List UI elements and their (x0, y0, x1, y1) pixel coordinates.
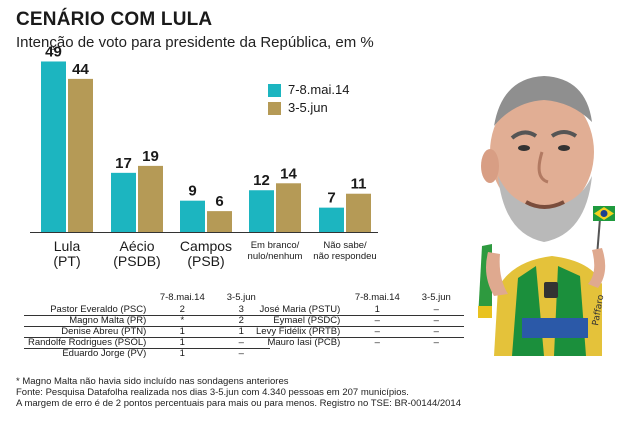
data-label: 17 (115, 155, 132, 172)
data-label: 44 (72, 61, 89, 78)
chart-title: CENÁRIO COM LULA (16, 9, 213, 30)
minor-candidates-table-left: 7-8.mai.14 3-5.jun Pastor Everaldo (PSC)… (24, 291, 271, 360)
value-mai: 1 (179, 348, 185, 359)
value-mai: – (346, 315, 409, 327)
category-label: (PSDB) (113, 253, 160, 269)
footnote-margin: A margem de erro é de 2 pontos percentua… (16, 398, 461, 409)
value-mai: – (374, 337, 380, 348)
category-label: Em branco/ (251, 240, 300, 251)
value-jun: – (433, 337, 439, 348)
bar-series-1 (111, 172, 136, 232)
bar-series-1 (41, 61, 66, 233)
value-mai: 1 (152, 337, 213, 349)
column-header-jun: 3-5.jun (226, 291, 256, 303)
footnotes: * Magno Malta não havia sido incluído na… (16, 376, 461, 409)
table-row: Magno Malta (PR) * 2 (24, 315, 271, 327)
bar-chart: 49 17 9 12 7 44 19 6 14 11 Lula(PT) Aécio(PSDB) Camp… (30, 43, 378, 269)
value-mai: 1 (152, 326, 213, 338)
value-jun: – (408, 305, 465, 316)
table-row: Levy Fidélix (PRTB) – – (252, 326, 465, 338)
value-mai: – (346, 326, 409, 338)
data-label: 11 (351, 176, 367, 193)
table-header-row: 7-8.mai.14 3-5.jun (24, 291, 270, 305)
candidate-name: Denise Abreu (PTN) (24, 326, 153, 338)
value-jun: – (212, 337, 271, 349)
bar-series-2 (346, 193, 371, 232)
value-mai: 1 (346, 305, 409, 316)
bar-series-1 (180, 200, 205, 232)
candidate-name: Magno Malta (PR) (24, 315, 153, 327)
value-jun: 3 (212, 305, 271, 316)
category-label: Lula (54, 238, 81, 254)
table-row: Denise Abreu (PTN) 1 1 (24, 326, 271, 338)
table-row: Randolfe Rodrigues (PSOL) 1– (24, 337, 271, 349)
column-header-mai: 7-8.mai.14 (354, 291, 400, 303)
candidate-name: Mauro Iasi (PCB) (267, 337, 341, 348)
column-header-jun: 3-5.jun (421, 291, 451, 303)
bar-series-2 (276, 183, 301, 232)
category-label: Campos (180, 238, 232, 254)
value-jun: 2 (212, 315, 271, 327)
candidate-name: Levy Fidélix (PRTB) (252, 326, 347, 338)
data-label: 14 (280, 165, 297, 182)
lula-caricature-illustration: Paffaro (478, 76, 615, 356)
chart-subtitle: Intenção de voto para presidente da Repú… (16, 34, 374, 51)
candidate-name: Pastor Everaldo (PSC) (24, 305, 153, 316)
table-header-row: 7-8.mai.14 3-5.jun (252, 291, 464, 305)
category-label: (PT) (53, 253, 80, 269)
data-label: 19 (142, 148, 159, 165)
data-label: 6 (215, 193, 223, 210)
candidate-name: José Maria (PSTU) (252, 305, 347, 316)
value-jun: – (408, 315, 465, 327)
candidate-name: Randolfe Rodrigues (PSOL) (24, 337, 153, 349)
legend-label-series-2: 3-5.jun (288, 100, 328, 115)
data-label: 12 (253, 172, 270, 189)
value-mai: 2 (152, 305, 213, 316)
bar-series-2 (138, 165, 163, 232)
table-row: Pastor Everaldo (PSC) 2 3 (24, 305, 271, 316)
value-mai: * (152, 315, 213, 327)
footnote-source: Fonte: Pesquisa Datafolha realizada nos … (16, 387, 409, 398)
minor-candidates-table-right: 7-8.mai.14 3-5.jun José Maria (PSTU) 1– Ey… (252, 291, 465, 349)
bar-series-2 (68, 78, 93, 232)
category-label: Não sabe/ (323, 240, 367, 251)
data-label: 49 (45, 43, 62, 60)
legend-label-series-1: 7-8.mai.14 (288, 82, 350, 97)
table-row: Eymael (PSDC) – – (252, 315, 465, 327)
bar-series-1 (319, 207, 344, 232)
candidate-name: Eymael (PSDC) (252, 315, 347, 327)
legend-swatch-series-2 (268, 102, 281, 115)
legend-swatch-series-1 (268, 84, 281, 97)
data-label: 7 (327, 190, 335, 207)
category-label: nulo/nenhum (248, 251, 303, 262)
value-jun: – (238, 348, 244, 359)
bar-series-1 (249, 190, 274, 232)
table-row: Mauro Iasi (PCB) – – (252, 338, 464, 349)
table-row: Eduardo Jorge (PV) 1 – (24, 349, 270, 360)
category-label: (PSB) (187, 253, 224, 269)
footnote-asterisk: * Magno Malta não havia sido incluído na… (16, 376, 289, 387)
value-jun: – (408, 326, 465, 338)
value-jun: 1 (212, 326, 271, 338)
candidate-name: Eduardo Jorge (PV) (62, 348, 147, 359)
bar-series-2 (207, 211, 232, 232)
column-header-mai: 7-8.mai.14 (159, 291, 205, 303)
data-label: 9 (188, 183, 196, 200)
category-label: não respondeu (313, 251, 376, 262)
table-row: José Maria (PSTU) 1– (252, 305, 465, 316)
category-label: Aécio (119, 238, 154, 254)
